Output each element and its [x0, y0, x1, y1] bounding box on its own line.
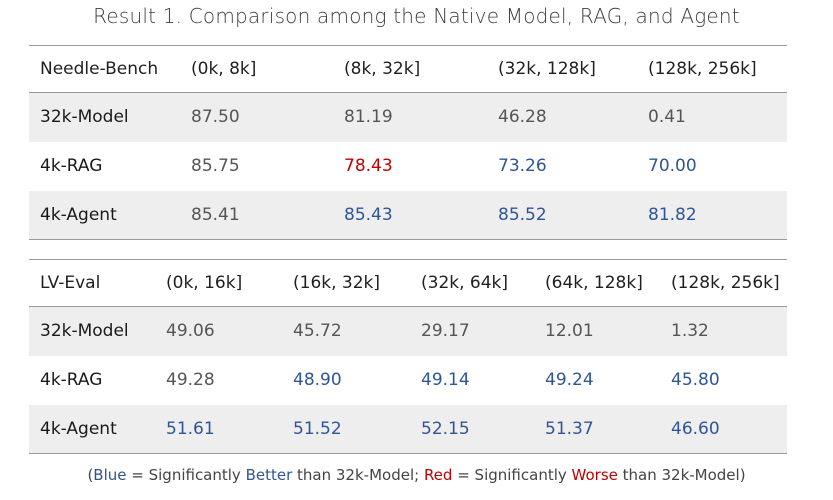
value-cell: 51.52 — [293, 418, 342, 439]
caption-text: than 32k-Model) — [617, 466, 746, 484]
table-row: 4k-RAG 49.28 48.90 49.14 49.24 45.80 — [29, 356, 787, 405]
header-cell: (64k, 128k] — [545, 273, 643, 293]
caption-blue-word: Blue — [93, 466, 127, 484]
value-cell: 49.06 — [166, 321, 215, 342]
page-title: Result 1. Comparison among the Native Mo… — [93, 4, 740, 28]
header-cell: LV-Eval — [40, 273, 101, 293]
caption-red-word: Red — [423, 466, 453, 484]
table-header-row: LV-Eval (0k, 16k] (16k, 32k] (32k, 64k] … — [29, 259, 787, 307]
value-cell: 1.32 — [671, 321, 709, 342]
value-cell: 51.37 — [545, 418, 594, 439]
value-cell: 49.14 — [421, 370, 470, 390]
header-cell: (32k, 128k] — [498, 59, 596, 79]
value-cell: 81.19 — [344, 107, 393, 128]
table-row: 4k-Agent 85.41 85.43 85.52 81.82 — [29, 190, 787, 240]
caption-better-word: Better — [245, 466, 293, 484]
row-label: 32k-Model — [40, 107, 129, 128]
header-cell: (128k, 256k] — [671, 273, 780, 293]
value-cell: 81.82 — [648, 204, 697, 225]
value-cell: 49.28 — [166, 370, 215, 390]
value-cell: 85.75 — [191, 156, 240, 176]
caption-text: than 32k-Model; — [292, 466, 424, 484]
caption-worse-word: Worse — [571, 466, 618, 484]
table-header-row: Needle-Bench (0k, 8k] (8k, 32k] (32k, 12… — [29, 45, 787, 93]
value-cell: 73.26 — [498, 156, 547, 176]
row-label: 32k-Model — [40, 321, 129, 342]
value-cell: 87.50 — [191, 107, 240, 128]
header-cell: (128k, 256k] — [648, 59, 757, 79]
caption-text: = Significantly — [452, 466, 572, 484]
value-cell: 51.61 — [166, 418, 215, 439]
caption-open: ( — [87, 466, 94, 484]
caption-text: = Significantly — [126, 466, 246, 484]
header-cell: (16k, 32k] — [293, 273, 381, 293]
table-row: 4k-Agent 51.61 51.52 52.15 51.37 46.60 — [29, 404, 787, 454]
value-cell: 29.17 — [421, 321, 470, 342]
header-cell: (0k, 8k] — [191, 59, 257, 79]
row-label: 4k-Agent — [40, 418, 117, 439]
header-cell: (0k, 16k] — [166, 273, 243, 293]
value-cell: 78.43 — [344, 156, 393, 176]
row-label: 4k-RAG — [40, 156, 103, 176]
row-label: 4k-Agent — [40, 204, 117, 225]
value-cell: 49.24 — [545, 370, 594, 390]
value-cell: 45.80 — [671, 370, 720, 390]
value-cell: 85.52 — [498, 204, 547, 225]
value-cell: 45.72 — [293, 321, 342, 342]
header-cell: (32k, 64k] — [421, 273, 509, 293]
row-label: 4k-RAG — [40, 370, 103, 390]
legend-caption: (Blue = Significantly Better than 32k-Mo… — [0, 466, 833, 484]
table-row: 4k-RAG 85.75 78.43 73.26 70.00 — [29, 142, 787, 191]
value-cell: 85.43 — [344, 204, 393, 225]
value-cell: 0.41 — [648, 107, 686, 128]
header-cell: Needle-Bench — [40, 59, 159, 79]
value-cell: 46.28 — [498, 107, 547, 128]
value-cell: 85.41 — [191, 204, 240, 225]
value-cell: 46.60 — [671, 418, 720, 439]
value-cell: 48.90 — [293, 370, 342, 390]
needle-bench-table: Needle-Bench (0k, 8k] (8k, 32k] (32k, 12… — [29, 45, 787, 240]
header-cell: (8k, 32k] — [344, 59, 421, 79]
value-cell: 52.15 — [421, 418, 470, 439]
value-cell: 70.00 — [648, 156, 697, 176]
lv-eval-table: LV-Eval (0k, 16k] (16k, 32k] (32k, 64k] … — [29, 259, 787, 454]
value-cell: 12.01 — [545, 321, 594, 342]
table-row: 32k-Model 49.06 45.72 29.17 12.01 1.32 — [29, 306, 787, 356]
table-row: 32k-Model 87.50 81.19 46.28 0.41 — [29, 92, 787, 142]
